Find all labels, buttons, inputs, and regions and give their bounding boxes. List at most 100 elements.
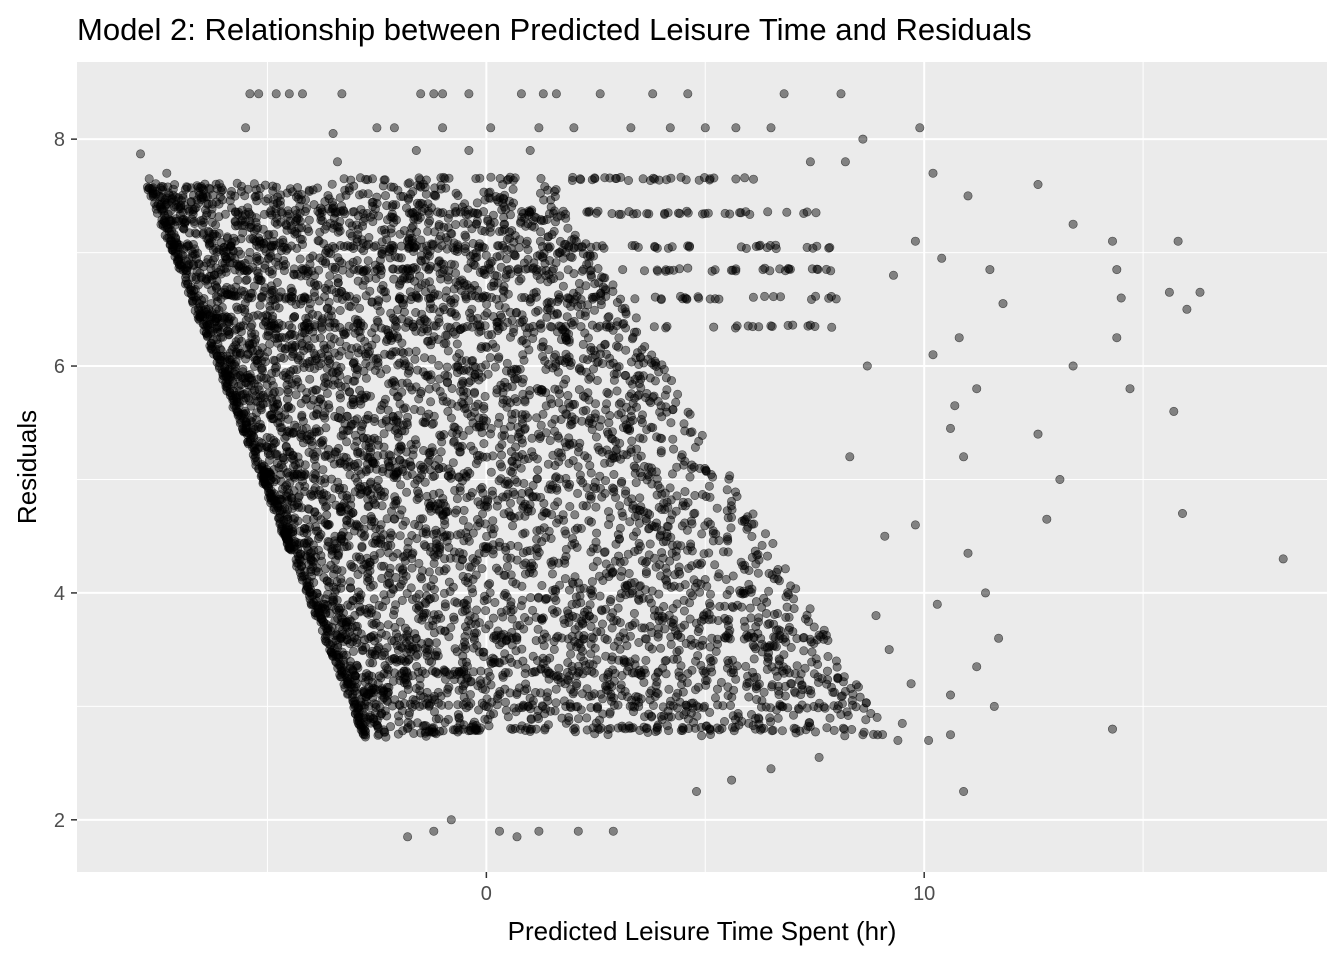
data-point (276, 287, 286, 297)
data-point (544, 209, 554, 219)
data-point (756, 634, 766, 644)
data-point (363, 189, 373, 199)
data-point (423, 326, 433, 336)
data-point (434, 257, 444, 267)
data-point (390, 492, 400, 502)
data-point (781, 592, 791, 602)
data-point (799, 208, 809, 218)
data-point (768, 538, 778, 548)
data-point (469, 387, 479, 397)
data-point (512, 477, 522, 487)
data-point (600, 173, 610, 183)
data-point (680, 580, 690, 590)
data-point (570, 723, 580, 733)
data-point (656, 295, 666, 305)
data-point (805, 634, 815, 644)
data-point (556, 414, 566, 424)
data-point (326, 560, 336, 570)
data-point (617, 508, 627, 518)
data-point (353, 447, 363, 457)
data-point (762, 551, 772, 561)
data-point (395, 700, 405, 710)
data-point (789, 604, 799, 614)
data-point (760, 263, 770, 273)
data-point (325, 332, 335, 342)
data-point (697, 529, 707, 539)
data-point (592, 627, 602, 637)
data-point (578, 264, 588, 274)
data-point (257, 343, 267, 353)
data-point (620, 303, 630, 313)
data-point (335, 241, 345, 251)
data-point (459, 505, 469, 515)
data-point (561, 529, 571, 539)
data-point (427, 354, 437, 364)
data-point (451, 311, 461, 321)
data-point (415, 175, 425, 185)
data-point (442, 244, 452, 254)
data-point (355, 303, 365, 313)
data-point (459, 536, 469, 546)
data-point (783, 703, 793, 713)
data-point (461, 403, 471, 413)
data-point (590, 643, 600, 653)
data-point (542, 655, 552, 665)
data-point (592, 323, 602, 333)
data-point (266, 206, 276, 216)
data-point (678, 724, 688, 734)
data-point (608, 325, 618, 335)
data-point (434, 317, 444, 327)
data-point (714, 725, 724, 735)
data-point (400, 516, 410, 526)
data-point (591, 432, 601, 442)
data-point (581, 405, 591, 415)
data-point (587, 175, 597, 185)
data-point (584, 611, 594, 621)
data-point (537, 615, 547, 625)
data-point (396, 480, 406, 490)
data-point (421, 189, 431, 199)
data-point (551, 185, 561, 195)
data-point (605, 173, 615, 183)
data-point (807, 657, 817, 667)
data-point (536, 319, 546, 329)
data-point (314, 296, 324, 306)
data-point (360, 275, 370, 285)
data-point (730, 487, 740, 497)
data-point (516, 601, 526, 611)
data-point (362, 608, 372, 618)
data-point (532, 454, 542, 464)
data-point (308, 449, 318, 459)
data-point (283, 402, 293, 412)
data-point (449, 298, 459, 308)
data-point (765, 241, 775, 251)
data-point (657, 489, 667, 499)
data-point (211, 179, 221, 189)
data-point (647, 479, 657, 489)
data-point (487, 330, 497, 340)
data-point (379, 442, 389, 452)
data-point (388, 264, 398, 274)
data-point (362, 459, 372, 469)
data-point (493, 626, 503, 636)
data-point (833, 701, 843, 711)
data-point (479, 439, 489, 449)
data-point (549, 644, 559, 654)
data-point (626, 405, 636, 415)
data-point (382, 696, 392, 706)
data-point (591, 208, 601, 218)
data-point (705, 294, 715, 304)
data-point (802, 242, 812, 252)
data-point (258, 224, 268, 234)
data-point (624, 207, 634, 217)
data-point (395, 563, 405, 573)
data-point (771, 666, 781, 676)
data-point (672, 599, 682, 609)
data-point (763, 619, 773, 629)
data-point (533, 593, 543, 603)
data-point (806, 294, 816, 304)
data-point (694, 175, 704, 185)
data-point (769, 609, 779, 619)
data-point (653, 266, 663, 276)
data-point (810, 321, 820, 331)
